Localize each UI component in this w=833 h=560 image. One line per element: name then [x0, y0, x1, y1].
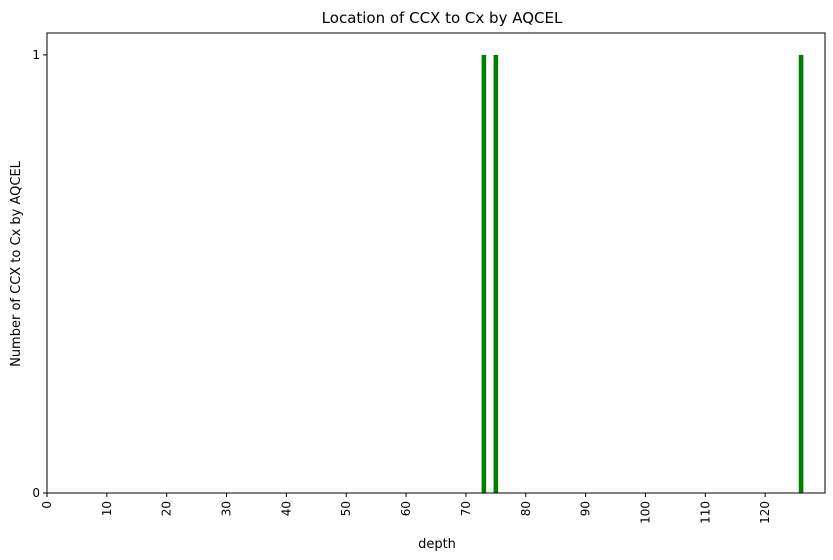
y-tick-label: 0 [32, 486, 40, 500]
plot-frame [46, 32, 826, 494]
x-tick-label: 30 [220, 501, 234, 516]
x-tick-label: 40 [279, 501, 293, 516]
x-tick-label: 50 [339, 501, 353, 516]
bars-layer [481, 54, 804, 494]
x-tick-label: 60 [399, 501, 413, 516]
x-tick-label: 20 [160, 501, 174, 516]
x-tick-label: 110 [698, 501, 712, 524]
y-axis-ticks: 01 [32, 48, 47, 500]
x-axis-label: depth [418, 537, 456, 552]
x-tick-label: 90 [579, 501, 593, 516]
x-tick-label: 120 [758, 501, 772, 524]
x-tick-label: 80 [519, 501, 533, 516]
chart-title: Location of CCX to Cx by AQCEL [322, 9, 563, 27]
y-tick-label: 1 [32, 48, 40, 62]
x-tick-label: 0 [40, 501, 54, 509]
x-tick-label: 70 [459, 501, 473, 516]
x-tick-label: 10 [100, 501, 114, 516]
x-axis-ticks: 0 10 20 30 40 50 60 70 80 90 100 110 120 [40, 493, 772, 524]
x-tick-label: 100 [638, 501, 652, 524]
bar-depth-73 [481, 54, 487, 494]
bar-depth-126 [798, 54, 804, 494]
bar-depth-75 [493, 54, 499, 494]
y-axis-label: Number of CCX to Cx by AQCEL [9, 160, 24, 367]
